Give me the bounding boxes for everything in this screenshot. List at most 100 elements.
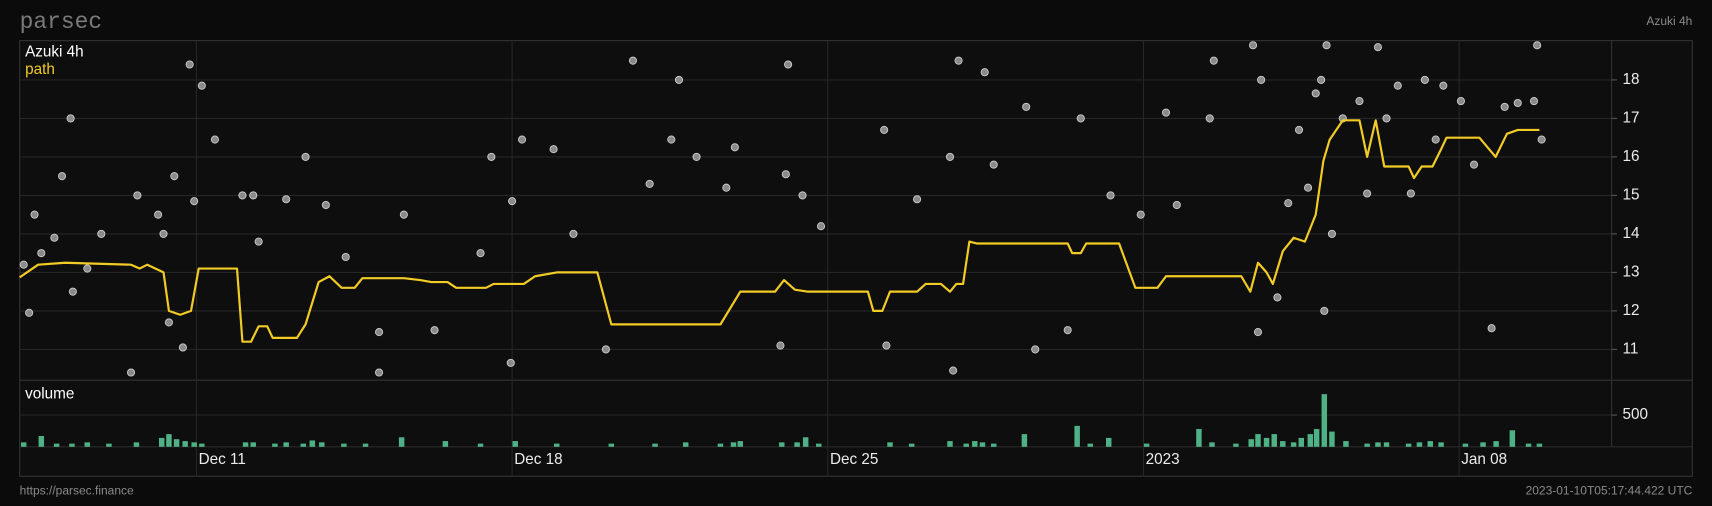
volume-bar [779, 442, 785, 447]
volume-bar [1343, 441, 1349, 447]
x-tick-label: Dec 25 [830, 451, 878, 468]
trade-point [722, 183, 731, 192]
volume-bar [1313, 429, 1320, 447]
volume-bar [737, 441, 744, 447]
trade-point [1355, 97, 1364, 106]
volume-bar [1255, 434, 1261, 447]
trade-point [1406, 189, 1415, 198]
volume-bar [362, 443, 369, 447]
volume-bar [53, 443, 60, 447]
y-tick-label: 14 [1622, 225, 1639, 242]
volume-bar [887, 442, 893, 447]
trade-point [506, 358, 515, 367]
x-tick-label: Jan 08 [1461, 451, 1507, 468]
volume-bar [652, 443, 658, 447]
trade-point [1248, 41, 1258, 50]
trade-point [1469, 160, 1479, 169]
volume-bar [947, 441, 953, 447]
trade-point [178, 343, 187, 352]
logo[interactable]: parsec [20, 9, 102, 35]
trade-point [798, 191, 807, 200]
volume-bar [106, 443, 112, 447]
trade-point [1363, 189, 1372, 198]
trade-point [601, 345, 610, 354]
volume-bar [1405, 443, 1412, 447]
volume-bar [1263, 437, 1270, 447]
volume-bar [1021, 434, 1028, 447]
volume-bar [1143, 443, 1150, 447]
legend-entry[interactable]: path [25, 61, 55, 78]
trade-point [645, 179, 654, 188]
volume-bar [1298, 437, 1305, 447]
volume-bar [1329, 431, 1335, 447]
trade-point [97, 229, 106, 238]
trade-point [341, 252, 350, 262]
y-tick-label: 500 [1622, 406, 1647, 423]
volume-bar [1321, 394, 1328, 447]
trade-point [375, 368, 384, 377]
volume-bar [1383, 442, 1390, 447]
trade-point [1284, 199, 1293, 208]
timestamp: 2023-01-10T05:17:44.422 UTC [1526, 484, 1693, 498]
volume-bar [972, 441, 978, 447]
volume-bar [794, 442, 800, 447]
trade-point [949, 366, 958, 375]
trade-point [989, 160, 998, 169]
trade-point [476, 249, 485, 258]
trade-point [776, 341, 785, 350]
volume-bar [963, 443, 969, 447]
volume-bar [1509, 430, 1516, 447]
volume-bar [1375, 442, 1381, 447]
trade-point [1322, 41, 1331, 50]
trade-point [1161, 108, 1171, 117]
trade-point [508, 197, 517, 206]
trade-point [399, 210, 408, 219]
trade-point [375, 328, 384, 337]
y-tick-label: 13 [1622, 263, 1639, 280]
trade-point [880, 125, 889, 134]
trade-point [58, 172, 67, 181]
trade-point [170, 172, 179, 181]
x-tick-label: Dec 11 [199, 451, 246, 468]
volume-bar [1074, 425, 1080, 447]
trade-point [1513, 98, 1522, 108]
chart-title: Azuki 4h [25, 44, 84, 61]
y-tick-label: 17 [1622, 109, 1639, 126]
trade-point [1533, 41, 1542, 50]
volume-bar [38, 436, 45, 447]
volume-bar [1290, 442, 1297, 447]
page-title: Azuki 4h [1646, 14, 1692, 28]
volume-bar [1233, 443, 1239, 447]
volume-bar [802, 437, 809, 447]
trade-point [882, 341, 891, 350]
volume-bar [1307, 434, 1314, 447]
volume-bar [979, 442, 986, 447]
volume-bar [319, 442, 325, 447]
volume-bar [242, 442, 249, 447]
trade-point [1257, 75, 1266, 84]
y-tick-label: 15 [1622, 186, 1639, 203]
trade-point [164, 318, 173, 327]
trade-point [210, 135, 219, 144]
volume-bar [1493, 441, 1499, 447]
volume-bar [1280, 441, 1286, 447]
trade-point [628, 56, 638, 65]
trade-point [1076, 114, 1085, 123]
trade-point [781, 170, 790, 179]
volume-bar [182, 441, 188, 447]
trade-point [127, 368, 136, 377]
volume-bar [1427, 441, 1433, 447]
trade-point [1304, 183, 1313, 192]
volume-bar [1536, 443, 1543, 447]
volume-bar [191, 442, 197, 447]
trade-point [154, 210, 163, 219]
trade-point [1373, 43, 1382, 52]
volume-bar [1525, 443, 1532, 447]
trade-point [30, 210, 39, 219]
volume-bar [158, 437, 165, 447]
volume-bar [1271, 434, 1277, 447]
trade-point [1393, 81, 1402, 90]
trade-point [1456, 97, 1465, 106]
footer-link[interactable]: https://parsec.finance [20, 484, 134, 498]
